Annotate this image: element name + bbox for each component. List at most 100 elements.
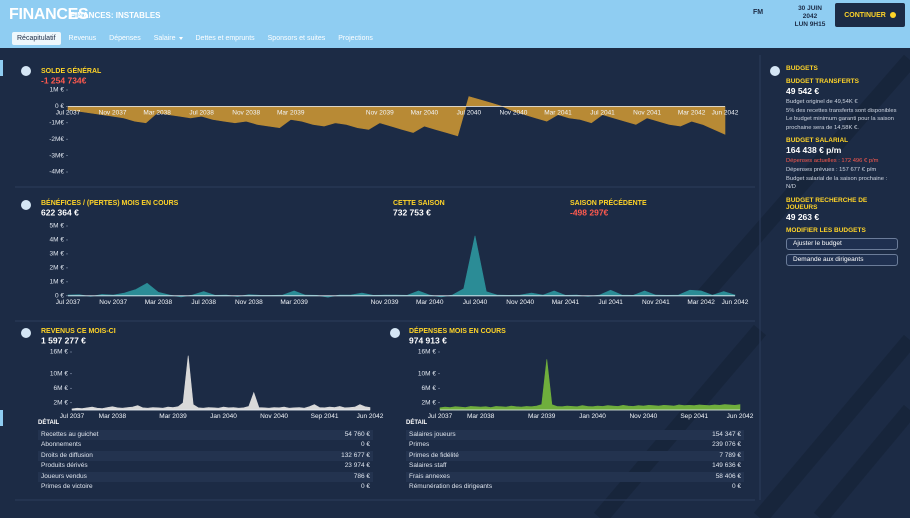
modify-title: MODIFIER LES BUDGETS [786,226,866,234]
stat-label: SAISON PRÉCÉDENTE [570,198,647,207]
row-label: Joueurs vendus [41,472,87,480]
x-tick-label: Nov 2038 [232,110,260,117]
y-tick-label: -3M€ [49,152,64,159]
expense-table: DÉTAIL Salaires joueurs 154 347 € Primes 239… [406,420,744,492]
table-row: Primes de fidélité 7 789 € [406,450,744,462]
x-tick-label: Mar 2041 [544,110,572,117]
row-value: 0 € [360,482,370,490]
row-label: Primes de victoire [41,482,93,490]
budget-note: 5% des recettes transferts sont disponib… [786,107,897,114]
tab[interactable]: Salaire [149,32,188,45]
y-tick-label: 16M € [50,349,68,356]
area [71,355,371,411]
row-label: Salaires staff [409,462,447,470]
table-row: Recettes au guichet 54 760 € [38,430,373,441]
y-tick-label: -4M€ [49,169,64,176]
table-row: Primes 239 076 € [406,440,744,450]
budget-title: BUDGET RECHERCHE DE JOUEURS [786,196,868,211]
row-label: Primes de fidélité [409,451,459,459]
row-label: Salaires joueurs [409,431,456,438]
x-tick-label: Jul 2037 [56,299,81,306]
x-tick-label: Mar 2038 [99,413,127,420]
y-tick-label: 2M € [50,265,65,272]
x-tick-label: Jan 2040 [210,413,237,420]
budget-note: Budget salarial de la saison prochaine :… [786,175,888,191]
x-tick-label: Mar 2038 [467,413,495,420]
x-tick-label: Nov 2037 [99,299,127,306]
table-title: DÉTAIL [406,420,428,426]
x-tick-label: Mar 2039 [280,299,308,306]
stat-value: 732 753 € [393,207,431,217]
row-value: 0 € [360,441,370,449]
row-value: 132 677 € [341,451,370,459]
x-tick-label: Mar 2040 [416,299,444,306]
row-label: Frais annexes [409,472,450,480]
budget-button[interactable]: Demande aux dirigeants [786,253,898,266]
y-tick-label: 2M € [422,399,437,406]
x-tick-label: Sep 2041 [680,413,708,420]
x-tick-label: Mar 2041 [552,299,580,306]
row-value: 23 974 € [344,462,370,470]
tab[interactable]: Récapitulatif [12,32,61,45]
x-tick-label: Mar 2039 [159,413,187,420]
tab[interactable]: Sponsors et suites [267,35,326,42]
x-tick-label: Jun 2042 [727,413,754,420]
x-tick-label: Jul 2037 [56,110,81,117]
y-tick-label: 10M € [418,370,436,377]
x-tick-label: Jun 2042 [357,413,384,420]
x-tick-label: Nov 2041 [633,110,661,117]
section-icon [390,328,400,338]
section-icon [21,66,31,76]
x-tick-label: Nov 2040 [506,299,534,306]
row-value: 786 € [353,472,370,480]
section-icon [770,66,780,76]
y-tick-label: 4M € [50,237,65,244]
tab[interactable]: Dettes et emprunts [195,35,255,42]
row-value: 58 406 € [715,472,741,480]
x-tick-label: Jan 2040 [579,413,606,420]
row-value: 54 760 € [344,431,370,438]
table-row: Frais annexes 58 406 € [406,471,744,482]
table-row: Produits dérivés 23 974 € [38,461,373,471]
logo: FM [753,9,764,16]
row-label: Recettes au guichet [41,431,99,438]
row-value: 154 347 € [712,431,741,438]
continue-label: CONTINUER [844,11,886,19]
row-label: Primes [409,441,430,449]
budget-value: 49 263 € [786,211,820,222]
x-tick-label: Nov 2040 [260,413,288,420]
row-label: Rémunération des dirigeants [409,482,493,490]
x-tick-label: Nov 2040 [629,413,657,420]
section-icon [21,200,31,210]
tab[interactable]: Revenus [68,35,97,42]
chart-value: 622 364 € [41,207,79,217]
y-tick-label: 16M € [418,349,436,356]
time: LUN 9H15 [794,21,826,28]
chart-value: 1 597 277 € [41,335,86,345]
x-tick-label: Mar 2038 [143,110,171,117]
chart-value: 974 913 € [409,335,447,345]
tab[interactable]: Projections [338,35,373,42]
header-bar: FINANCES FINANCES: INSTABLES Récapitulat… [0,0,910,48]
area [67,235,736,298]
x-tick-label: Mar 2039 [277,110,305,117]
x-tick-label: Jul 2041 [598,299,623,306]
tab[interactable]: Dépenses [109,35,141,42]
x-tick-label: Mar 2038 [145,299,173,306]
continue-button[interactable]: CONTINUER [835,3,905,27]
y-tick-label: 0 € [55,293,64,300]
budget-note: Le budget minimum garanti pour la saison… [786,116,894,131]
table-row: Rémunération des dirigeants 0 € [406,482,744,492]
page-subtitle: FINANCES: INSTABLES [70,11,161,20]
row-value: 7 789 € [719,451,741,459]
row-value: 149 636 € [712,462,741,470]
y-tick-label: 6M € [54,385,69,392]
chart-title: DÉPENSES MOIS EN COURS [409,326,506,335]
budget-note: Dépenses actuelles : 172 496 € p/m [786,158,879,165]
table-title: DÉTAIL [38,420,60,426]
table-row: Droits de diffusion 132 677 € [38,450,373,462]
budget-button[interactable]: Ajuster le budget [786,237,898,250]
y-tick-label: -2M€ [49,136,64,143]
y-tick-label: 2M € [54,399,69,406]
